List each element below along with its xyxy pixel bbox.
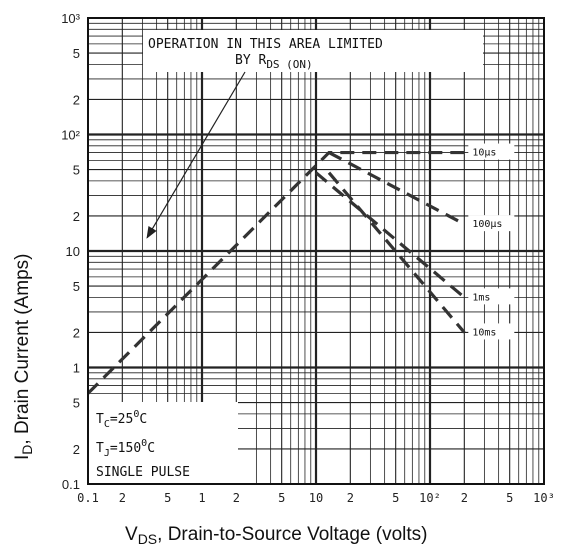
y-tick-label: 0.1 [62, 477, 80, 492]
y-tick-label: 10² [61, 128, 80, 143]
curve-label-10μs: 10μs [472, 148, 496, 159]
curve-label-bg [468, 143, 515, 160]
x-tick-label: 0.1 [77, 491, 99, 505]
curve-label-bg [468, 288, 515, 305]
grid-lines [88, 18, 544, 484]
soa-curve-10ms [327, 171, 466, 334]
rds-annotation-line2: BY RDS (ON) [235, 53, 313, 71]
y-tick-label: 5 [73, 396, 80, 411]
y-tick-label: 10³ [61, 11, 80, 26]
x-tick-label: 10 [309, 491, 323, 505]
conditions-box [88, 402, 238, 486]
y-tick-label: 1 [73, 361, 80, 376]
tick-labels: 0.1 2 5 1 2 5 10 2 5 10² 2 5 10³ 0.1 2 5 1 2 5 10 2 5 10² 2 5 10³ [61, 11, 555, 505]
curve-label-10ms: 10ms [472, 327, 496, 338]
plot-frame [87, 17, 545, 485]
y-tick-label: 5 [73, 279, 80, 294]
y-tick-label: 2 [73, 325, 80, 340]
condition-single-pulse: SINGLE PULSE [96, 465, 190, 480]
rds-arrow [146, 71, 246, 239]
y-tick-label: 2 [73, 209, 80, 224]
x-tick-label: 1 [198, 491, 205, 505]
rds-annotation-line1: OPERATION IN THIS AREA LIMITED [148, 37, 383, 52]
condition-tj: TJ=1500C [96, 438, 155, 459]
soa-curve-1ms [314, 171, 466, 299]
curve-label-bg [468, 323, 515, 340]
x-axis-title: VDS, Drain-to-Source Voltage (volts) [125, 524, 427, 547]
x-tick-label: 2 [233, 491, 240, 505]
condition-tc: TC=250C [96, 409, 147, 430]
soa-curve-100μs [328, 151, 466, 226]
curve-label-bg [468, 215, 515, 232]
y-axis-title: ID, Drain Current (Amps) [12, 253, 35, 460]
y-tick-label: 5 [73, 46, 80, 61]
x-tick-label: 10² [419, 491, 441, 505]
y-tick-label: 2 [73, 92, 80, 107]
x-tick-label: 5 [278, 491, 285, 505]
x-tick-label: 5 [164, 491, 171, 505]
y-tick-label: 10 [66, 244, 80, 259]
y-tick-label: 2 [73, 442, 80, 457]
rds-annotation-box [143, 30, 483, 72]
x-tick-label: 10³ [533, 491, 555, 505]
curve-label-100μs: 100μs [472, 219, 502, 230]
x-tick-label: 5 [392, 491, 399, 505]
curve-label-1ms: 1ms [472, 292, 490, 303]
x-tick-label: 2 [119, 491, 126, 505]
x-tick-label: 2 [461, 491, 468, 505]
soa-curve-10μs [86, 150, 465, 395]
curves: 10μs 100μs 1ms 10ms [86, 143, 515, 395]
x-tick-label: 5 [506, 491, 513, 505]
x-tick-label: 2 [347, 491, 354, 505]
y-tick-label: 5 [73, 163, 80, 178]
